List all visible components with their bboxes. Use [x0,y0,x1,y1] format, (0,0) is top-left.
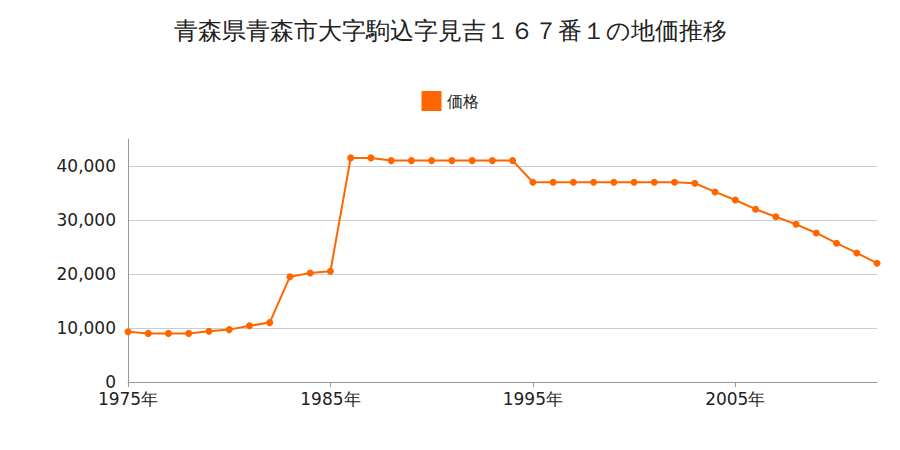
svg-text:30,000: 30,000 [57,210,116,230]
svg-text:0: 0 [105,372,116,392]
svg-text:40,000: 40,000 [57,156,116,176]
svg-text:青森県青森市大字駒込字見吉１６７番１の地価推移: 青森県青森市大字駒込字見吉１６７番１の地価推移 [174,17,727,45]
svg-text:10,000: 10,000 [57,318,116,338]
svg-text:2005年: 2005年 [705,389,765,409]
svg-text:1975年: 1975年 [98,389,158,409]
svg-text:1995年: 1995年 [503,389,563,409]
svg-text:1985年: 1985年 [300,389,360,409]
svg-text:価格: 価格 [447,92,479,111]
svg-text:20,000: 20,000 [57,264,116,284]
